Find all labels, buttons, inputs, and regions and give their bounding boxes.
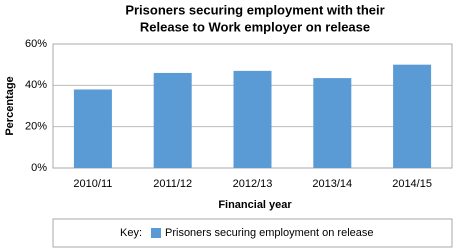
chart-title: Prisoners securing employment with their [125, 2, 384, 17]
bar [153, 72, 192, 168]
bar [313, 78, 352, 168]
chart-title: Release to Work employer on release [140, 19, 370, 34]
y-tick-label: 60% [25, 38, 47, 50]
bar [233, 70, 272, 168]
x-tick-label: 2011/12 [153, 178, 192, 190]
x-axis-title: Financial year [218, 199, 292, 211]
y-tick-label: 20% [25, 121, 47, 133]
x-tick-label: 2010/11 [73, 178, 112, 190]
x-tick-label: 2014/15 [392, 178, 432, 190]
bar [393, 64, 432, 168]
legend-box [52, 218, 453, 248]
x-tick-label: 2013/14 [312, 178, 352, 190]
y-tick-label: 0% [31, 162, 47, 174]
legend-title: Key: [120, 227, 142, 239]
legend-swatch [151, 228, 161, 238]
x-tick-label: 2012/13 [233, 178, 273, 190]
y-tick-label: 40% [25, 79, 47, 91]
legend-label: Prisoners securing employment on release [165, 227, 374, 239]
bar [73, 89, 112, 168]
y-axis-title: Percentage [4, 76, 16, 135]
